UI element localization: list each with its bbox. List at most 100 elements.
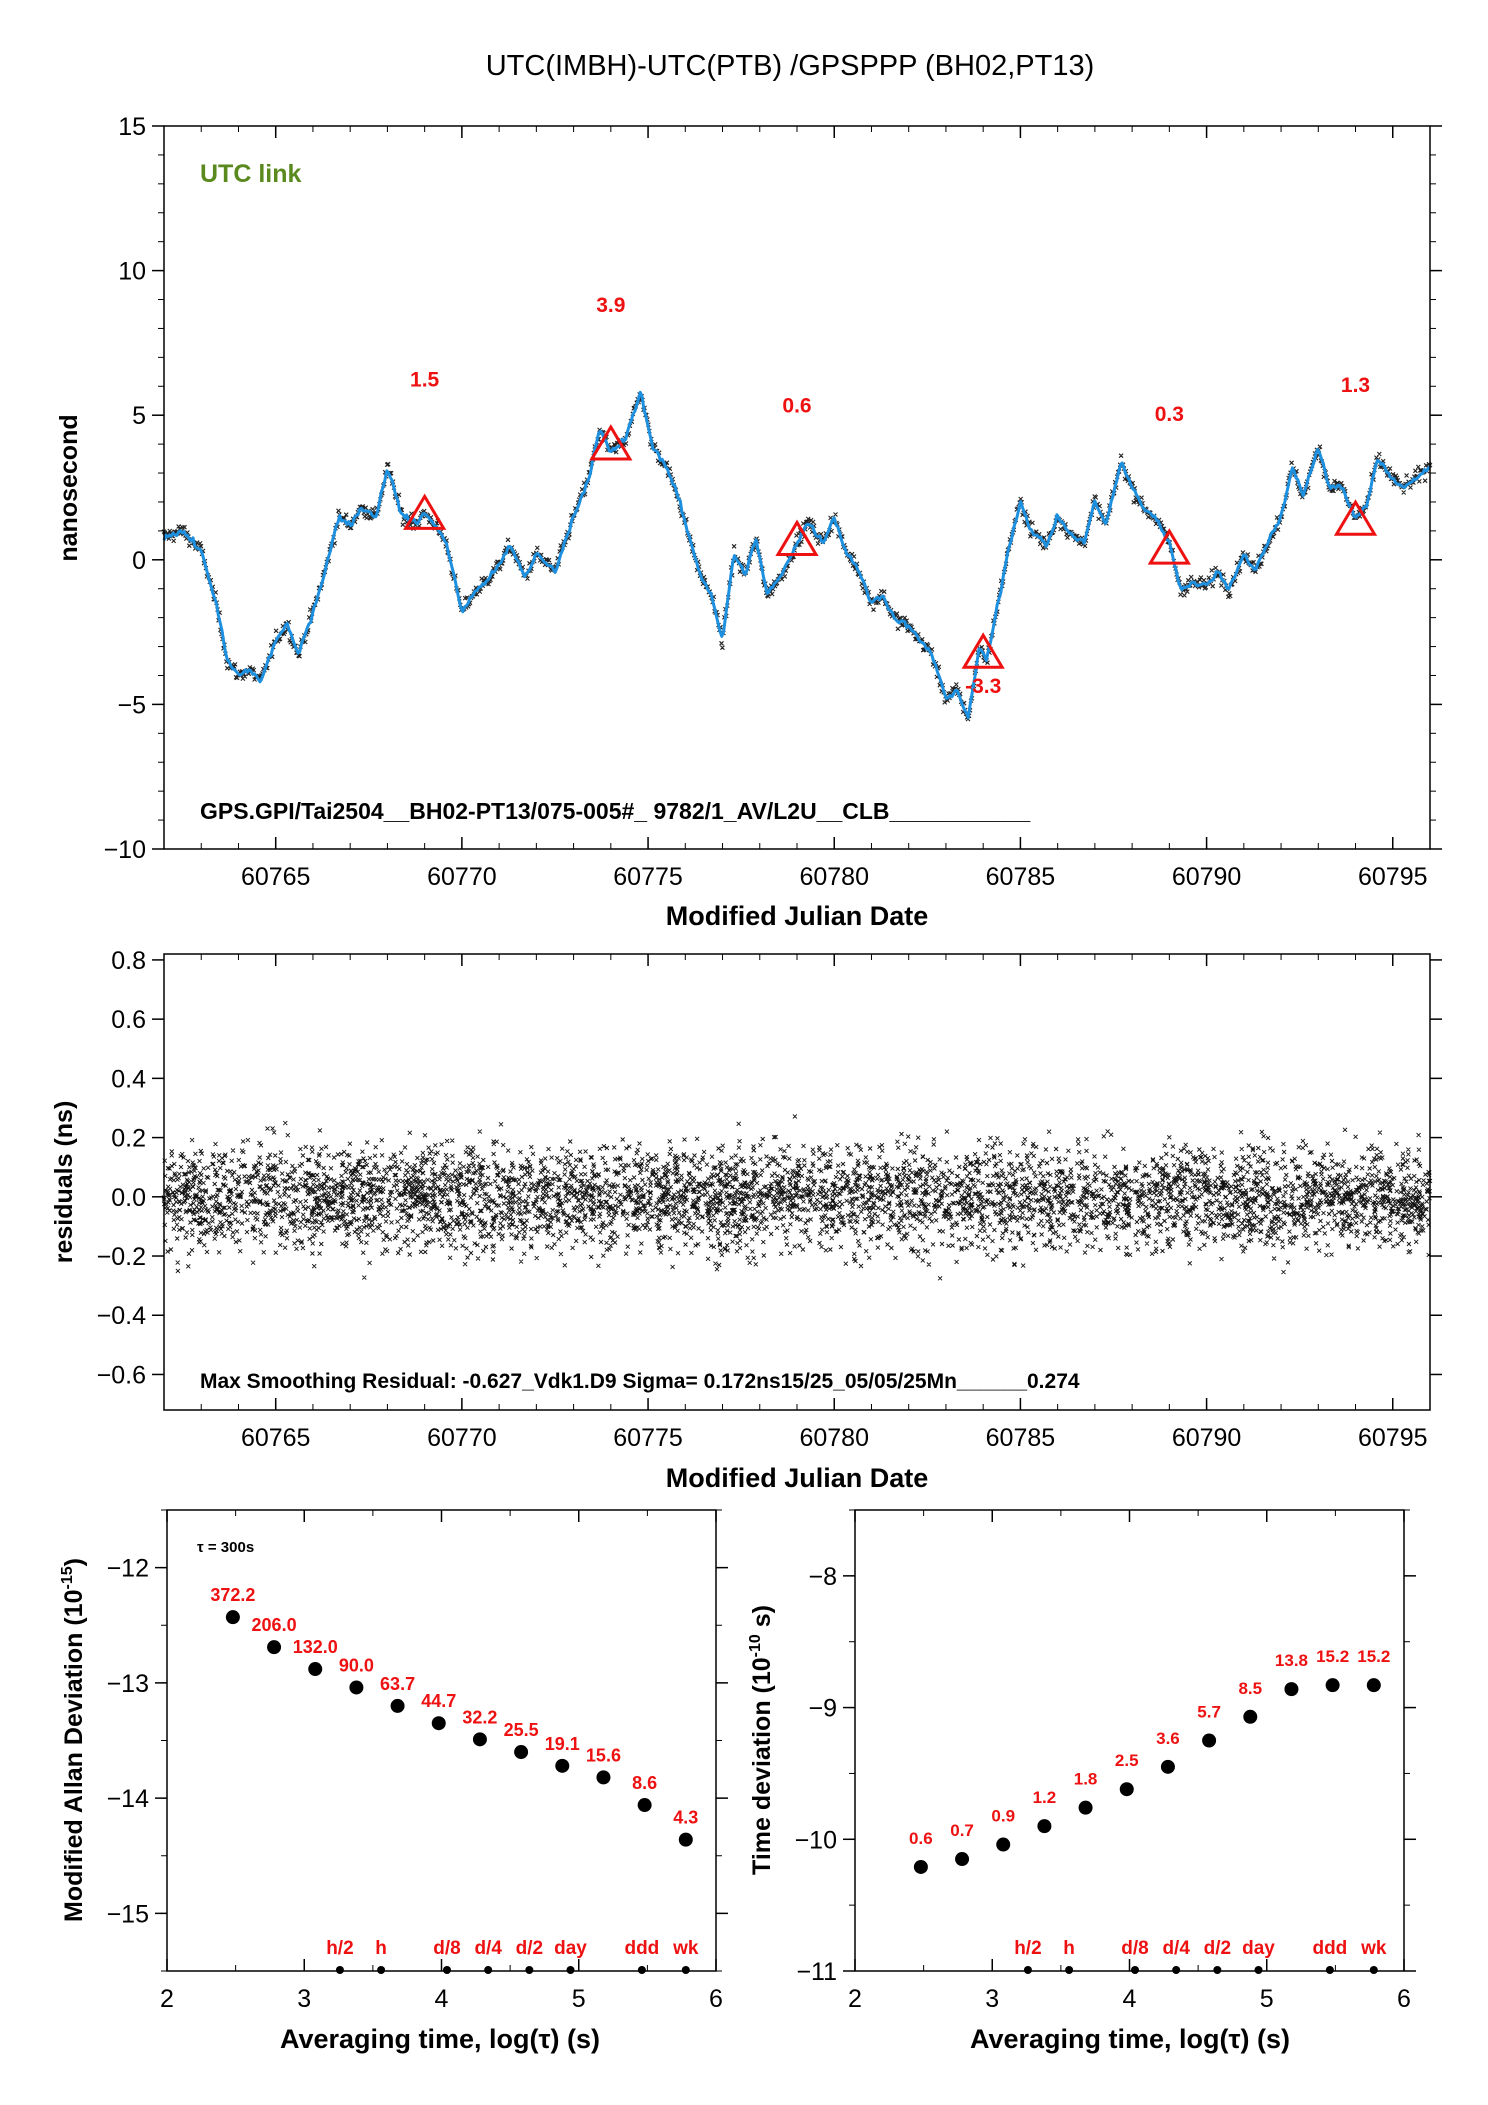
adev-time-mark — [525, 1966, 534, 1974]
x-tick-label: 3 — [985, 1985, 999, 2013]
tdev-value-label: 0.7 — [950, 1821, 974, 1840]
tdev-ylabel-tail: s) — [748, 1605, 776, 1634]
y-tick-label: −10 — [104, 836, 146, 864]
adev-time-mark-label: ddd — [624, 1938, 659, 1959]
tdev-point — [1284, 1682, 1299, 1697]
x-tick-label: 60765 — [241, 863, 311, 891]
adev-value-label: 19.1 — [545, 1734, 580, 1754]
residuals-footer: Max Smoothing Residual: -0.627_Vdk1.D9 S… — [200, 1370, 1080, 1393]
adev-time-mark-label: day — [554, 1938, 587, 1959]
x-tick-label: 60785 — [986, 863, 1056, 891]
adev-point — [637, 1798, 652, 1813]
tdev-value-label: 13.8 — [1275, 1651, 1308, 1670]
tdev-time-mark — [1130, 1966, 1139, 1974]
tdev-value-label: 2.5 — [1115, 1751, 1139, 1770]
triangle-marker — [961, 632, 1005, 669]
adev-time-mark-label: h/2 — [326, 1938, 353, 1959]
tdev-value-label: 0.6 — [909, 1829, 933, 1848]
tdev-point — [1078, 1800, 1093, 1815]
adev-time-mark-label: d/8 — [433, 1938, 460, 1959]
y-tick-label: −10 — [795, 1826, 837, 1854]
tdev-point — [1202, 1733, 1217, 1748]
x-tick-label: 60790 — [1172, 863, 1242, 891]
triangle-marker — [1333, 499, 1378, 536]
adev-value-label: 132.0 — [293, 1637, 338, 1657]
tdev-time-mark — [1065, 1966, 1074, 1974]
y-tick-label: 15 — [118, 113, 146, 141]
tdev-time-mark-label: d/4 — [1162, 1938, 1190, 1959]
time-series-footer: GPS.GPI/Tai2504__BH02-PT13/075-005#_ 978… — [200, 798, 1030, 824]
y-tick-label: 0.0 — [111, 1184, 146, 1212]
y-tick-label: 0.6 — [111, 1006, 146, 1034]
adev-point — [555, 1758, 570, 1773]
adev-time-mark — [484, 1966, 493, 1974]
x-tick-label: 60770 — [427, 1424, 497, 1452]
tdev-ylabel-exponent: -10 — [747, 1634, 764, 1657]
x-tick-label: 6 — [1397, 1985, 1411, 2013]
time-deviation-axes: 2 3 4 5 6 −11 −10 −9 −8 — [795, 1509, 1416, 2013]
adev-value-label: 90.0 — [339, 1655, 374, 1675]
adev-point — [349, 1680, 364, 1695]
y-tick-label: −5 — [117, 691, 146, 719]
y-tick-label: −8 — [808, 1563, 837, 1591]
allan-deviation-ylabel: Modified Allan Deviation (10-15) — [59, 1558, 88, 1922]
adev-point — [678, 1832, 693, 1847]
adev-point — [431, 1716, 446, 1731]
tdev-time-mark-label: day — [1242, 1938, 1275, 1959]
y-tick-label: −0.6 — [97, 1361, 146, 1389]
y-tick-label: 0.2 — [111, 1125, 146, 1153]
figure-title: UTC(IMBH)-UTC(PTB) /GPSPPP (BH02,PT13) — [486, 50, 1095, 82]
adev-time-mark — [442, 1966, 451, 1974]
tdev-value-label: 5.7 — [1197, 1703, 1221, 1722]
tdev-time-mark-label: ddd — [1312, 1938, 1347, 1959]
y-tick-label: −0.2 — [97, 1243, 146, 1271]
adev-value-label: 32.2 — [462, 1707, 497, 1727]
y-tick-label: −15 — [107, 1900, 149, 1928]
tdev-time-mark — [1172, 1966, 1181, 1974]
adev-value-label: 25.5 — [504, 1720, 539, 1740]
adev-value-label: 206.0 — [252, 1615, 297, 1635]
allan-tau-note: τ = 300s — [197, 1539, 254, 1556]
adev-time-mark-label: wk — [672, 1938, 699, 1959]
time-series-legend: UTC link — [200, 160, 301, 188]
x-tick-label: 60795 — [1358, 1424, 1428, 1452]
x-tick-label: 60765 — [241, 1424, 311, 1452]
marker-label: 3.9 — [596, 294, 625, 317]
y-tick-label: 0 — [132, 547, 146, 575]
tdev-time-mark-label: d/8 — [1121, 1938, 1148, 1959]
time-series-ylabel: nanosecond — [55, 414, 83, 561]
adev-point — [596, 1770, 611, 1785]
x-tick-label: 60775 — [613, 863, 683, 891]
tdev-value-label: 15.2 — [1357, 1647, 1390, 1666]
y-tick-label: −14 — [107, 1785, 150, 1813]
x-tick-label: 6 — [709, 1985, 723, 2013]
y-tick-label: 10 — [118, 258, 146, 286]
adev-time-mark-label: d/2 — [516, 1938, 543, 1959]
residuals-panel: 60765 60770 60775 60780 60785 60790 60795 −0.6 −… — [50, 947, 1442, 1493]
time-series-xlabel: Modified Julian Date — [666, 901, 929, 931]
tdev-value-label: 3.6 — [1156, 1729, 1180, 1748]
residuals-plot-area — [161, 1114, 1433, 1281]
adev-value-label: 63.7 — [380, 1674, 415, 1694]
tdev-point — [1160, 1759, 1175, 1774]
allan-ylabel-tail: ) — [60, 1558, 88, 1566]
x-tick-label: 60780 — [799, 863, 869, 891]
adev-value-label: 44.7 — [421, 1691, 456, 1711]
tdev-ylabel-main: Time deviation (10 — [748, 1657, 776, 1875]
x-tick-label: 60795 — [1358, 863, 1428, 891]
time-series-frame — [163, 125, 1431, 850]
tdev-time-mark-label: wk — [1360, 1938, 1387, 1959]
tdev-point — [1366, 1678, 1381, 1693]
time-deviation-frame — [854, 1509, 1405, 1972]
x-tick-label: 5 — [1260, 1985, 1274, 2013]
allan-deviation-xlabel: Averaging time, log(τ) (s) — [280, 2024, 600, 2054]
allan-deviation-axes: 2 3 4 5 6 −15 −14 −13 −12 — [107, 1509, 728, 2013]
adev-time-mark — [681, 1966, 690, 1974]
x-tick-label: 4 — [435, 1985, 449, 2013]
x-tick-label: 60780 — [799, 1424, 869, 1452]
adev-time-mark — [377, 1966, 386, 1974]
residuals-xlabel: Modified Julian Date — [666, 1463, 929, 1493]
tdev-time-mark — [1254, 1966, 1263, 1974]
